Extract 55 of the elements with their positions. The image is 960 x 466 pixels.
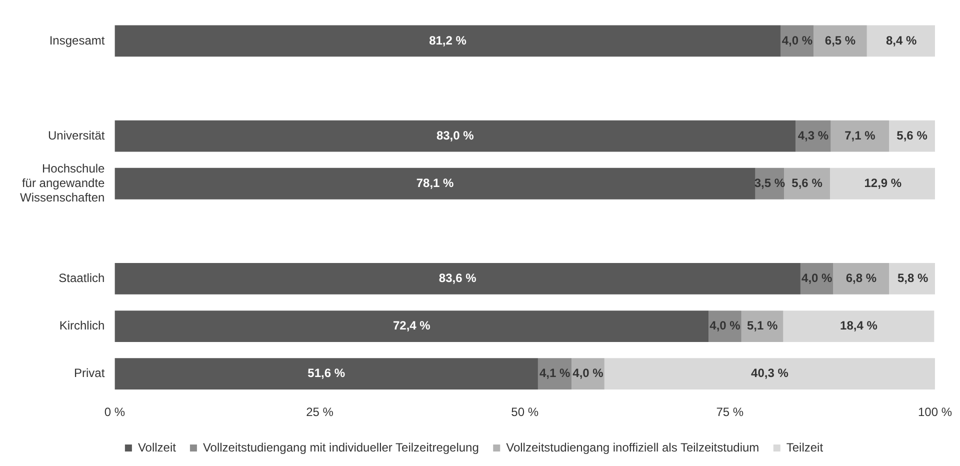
data-label: 6,5 %: [824, 33, 856, 48]
legend-label: Vollzeitstudiengang mit individueller Teilzeitregelung: [202, 440, 479, 454]
data-label: 72,4 %: [392, 318, 431, 333]
data-label: 5,6 %: [896, 128, 928, 142]
bar: [741, 310, 784, 342]
y-tick-label: Hochschule für angewandte Wissenschaften: [20, 162, 106, 204]
data-label: 78,1 %: [416, 176, 454, 190]
y-tick-label: Kirchlich: [59, 318, 105, 333]
bar: [784, 168, 830, 200]
data-label: 4,0 %: [802, 271, 833, 286]
bar: [814, 25, 867, 57]
data-label: 3,5 %: [754, 176, 786, 190]
bar: [114, 168, 756, 200]
y-tick-label: Privat: [74, 366, 106, 380]
bar: [114, 310, 709, 342]
data-label: 83,0 %: [436, 128, 474, 142]
data-label: 4,0 %: [572, 366, 604, 380]
x-tick-label: 75 %: [716, 405, 744, 420]
x-tick-label: 0 %: [104, 405, 126, 420]
data-label: 81,2 %: [429, 33, 467, 48]
legend-label: Vollzeit: [138, 440, 177, 454]
x-tick-label: 50 %: [511, 405, 539, 420]
data-label: 12,9 %: [864, 176, 902, 190]
data-label: 7,1 %: [844, 128, 876, 142]
bar: [889, 120, 935, 152]
legend-label: Teilzeit: [786, 440, 824, 454]
bar: [783, 310, 934, 342]
bar: [830, 120, 890, 152]
y-tick-label: Universität: [48, 128, 106, 142]
data-label: 8,4 %: [886, 33, 918, 48]
data-label: 4,1 %: [539, 366, 570, 380]
bar: [830, 168, 935, 200]
bar: [866, 25, 935, 57]
bar: [114, 25, 781, 57]
data-label: 4,0 %: [782, 33, 813, 48]
data-label: 83,6 %: [438, 271, 477, 286]
bar: [604, 358, 935, 390]
data-label: 4,3 %: [798, 128, 829, 142]
bar: [833, 263, 890, 294]
y-tick-label: Staatlich: [58, 271, 105, 286]
data-label: 5,6 %: [792, 176, 823, 190]
legend-label: Vollzeitstudiengang inoffiziell als Teilzeitstudium: [506, 440, 760, 454]
data-label: 51,6 %: [308, 366, 346, 380]
bar: [114, 263, 800, 294]
bar: [114, 120, 796, 152]
data-label: 5,1 %: [746, 318, 778, 333]
y-tick-label: Insgesamt: [49, 33, 106, 48]
x-tick-label: 25 %: [306, 405, 334, 420]
data-label: 18,4 %: [840, 318, 878, 333]
data-label: 5,8 %: [897, 271, 929, 286]
data-label: 6,8 %: [846, 271, 877, 286]
data-label: 4,0 %: [710, 318, 741, 333]
bar: [114, 358, 538, 390]
x-tick-label: 100 %: [918, 405, 952, 420]
data-label: 40,3 %: [751, 366, 789, 380]
